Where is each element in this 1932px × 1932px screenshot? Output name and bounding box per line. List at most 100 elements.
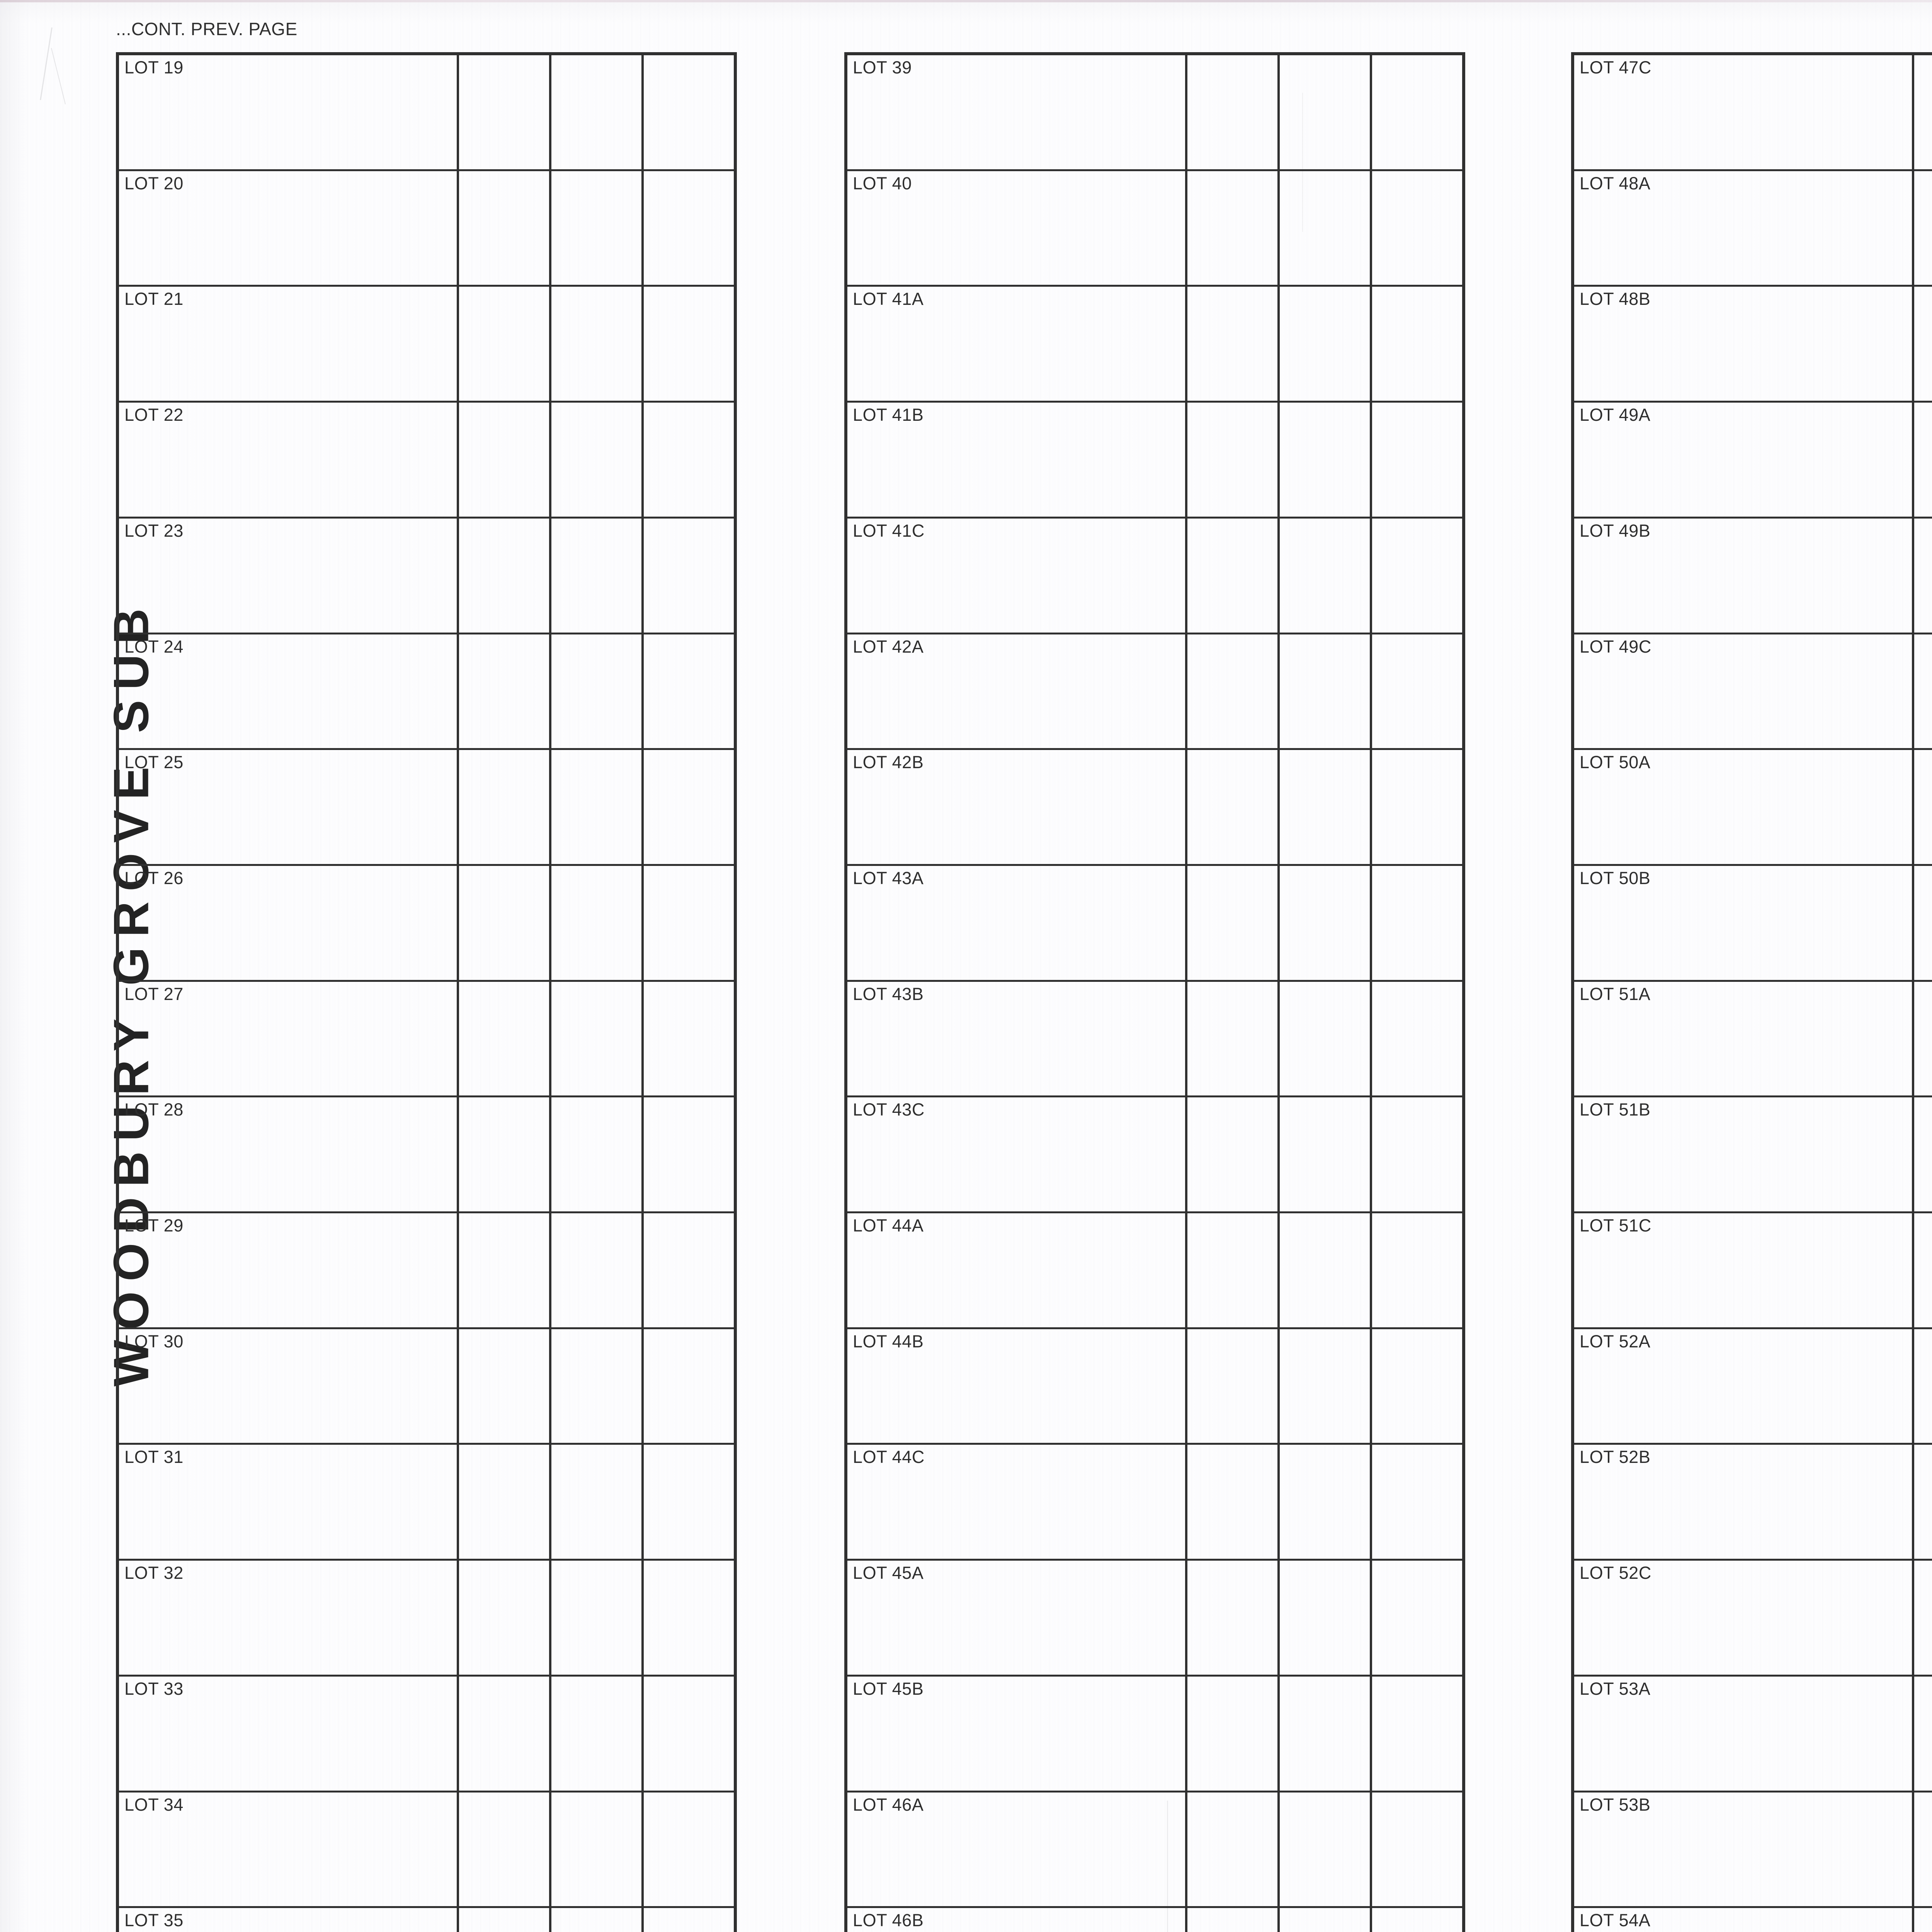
lot-entry-cell[interactable] — [459, 1445, 551, 1559]
lot-entry-cell[interactable] — [459, 750, 551, 864]
lot-entry-cell[interactable] — [1187, 1908, 1280, 1932]
lot-entry-cell[interactable] — [1280, 981, 1372, 1096]
lot-entry-cell[interactable] — [1914, 750, 1932, 864]
lot-entry-cell[interactable] — [551, 1213, 644, 1327]
lot-entry-cell[interactable] — [1914, 55, 1932, 169]
lot-entry-cell[interactable] — [1372, 1329, 1462, 1443]
lot-entry-cell[interactable] — [1372, 750, 1462, 864]
lot-entry-cell[interactable] — [1280, 287, 1372, 401]
lot-entry-cell[interactable] — [1914, 1329, 1932, 1443]
lot-entry-cell[interactable] — [644, 1445, 734, 1559]
lot-entry-cell[interactable] — [551, 518, 644, 633]
lot-entry-cell[interactable] — [459, 1213, 551, 1327]
lot-entry-cell[interactable] — [1914, 1793, 1932, 1906]
lot-entry-cell[interactable] — [459, 981, 551, 1096]
lot-entry-cell[interactable] — [1187, 634, 1280, 748]
lot-entry-cell[interactable] — [1372, 634, 1462, 748]
lot-entry-cell[interactable] — [1280, 1329, 1372, 1443]
lot-entry-cell[interactable] — [459, 1676, 551, 1791]
lot-entry-cell[interactable] — [459, 1097, 551, 1212]
lot-entry-cell[interactable] — [1187, 287, 1280, 401]
lot-entry-cell[interactable] — [1280, 171, 1372, 285]
lot-entry-cell[interactable] — [1372, 866, 1462, 980]
lot-entry-cell[interactable] — [459, 634, 551, 748]
lot-entry-cell[interactable] — [1372, 1908, 1462, 1932]
lot-entry-cell[interactable] — [551, 1676, 644, 1791]
lot-entry-cell[interactable] — [1280, 1097, 1372, 1212]
lot-entry-cell[interactable] — [644, 403, 734, 517]
lot-entry-cell[interactable] — [1914, 171, 1932, 285]
lot-entry-cell[interactable] — [644, 287, 734, 401]
lot-entry-cell[interactable] — [459, 171, 551, 285]
lot-entry-cell[interactable] — [551, 55, 644, 169]
lot-entry-cell[interactable] — [551, 866, 644, 980]
lot-entry-cell[interactable] — [551, 287, 644, 401]
lot-entry-cell[interactable] — [1372, 287, 1462, 401]
lot-entry-cell[interactable] — [1280, 1792, 1372, 1906]
lot-entry-cell[interactable] — [1187, 171, 1280, 285]
lot-entry-cell[interactable] — [459, 1792, 551, 1906]
lot-entry-cell[interactable] — [644, 1213, 734, 1327]
lot-entry-cell[interactable] — [1280, 403, 1372, 517]
lot-entry-cell[interactable] — [1914, 634, 1932, 748]
lot-entry-cell[interactable] — [1914, 1213, 1932, 1327]
lot-entry-cell[interactable] — [1372, 1561, 1462, 1675]
lot-entry-cell[interactable] — [1372, 982, 1462, 1096]
lot-entry-cell[interactable] — [1914, 519, 1932, 633]
lot-entry-cell[interactable] — [551, 750, 644, 864]
lot-entry-cell[interactable] — [1372, 1677, 1462, 1791]
lot-entry-cell[interactable] — [551, 634, 644, 748]
lot-entry-cell[interactable] — [644, 1329, 734, 1443]
lot-entry-cell[interactable] — [644, 1677, 734, 1791]
lot-entry-cell[interactable] — [1187, 1676, 1280, 1791]
lot-entry-cell[interactable] — [459, 1329, 551, 1443]
lot-entry-cell[interactable] — [1187, 1792, 1280, 1906]
lot-entry-cell[interactable] — [1372, 1213, 1462, 1327]
lot-entry-cell[interactable] — [1914, 403, 1932, 517]
lot-entry-cell[interactable] — [1280, 634, 1372, 748]
lot-entry-cell[interactable] — [1280, 1445, 1372, 1559]
lot-entry-cell[interactable] — [1187, 518, 1280, 633]
lot-entry-cell[interactable] — [1914, 982, 1932, 1096]
lot-entry-cell[interactable] — [459, 1908, 551, 1932]
lot-entry-cell[interactable] — [459, 866, 551, 980]
lot-entry-cell[interactable] — [644, 982, 734, 1096]
lot-entry-cell[interactable] — [1372, 1445, 1462, 1559]
lot-entry-cell[interactable] — [1280, 866, 1372, 980]
lot-entry-cell[interactable] — [551, 981, 644, 1096]
lot-entry-cell[interactable] — [1280, 55, 1372, 169]
lot-entry-cell[interactable] — [1187, 1213, 1280, 1327]
lot-entry-cell[interactable] — [644, 1908, 734, 1932]
lot-entry-cell[interactable] — [459, 403, 551, 517]
lot-entry-cell[interactable] — [1187, 55, 1280, 169]
lot-entry-cell[interactable] — [1914, 287, 1932, 401]
lot-entry-cell[interactable] — [1187, 981, 1280, 1096]
lot-entry-cell[interactable] — [644, 634, 734, 748]
lot-entry-cell[interactable] — [1280, 1561, 1372, 1675]
lot-entry-cell[interactable] — [1280, 518, 1372, 633]
lot-entry-cell[interactable] — [1372, 403, 1462, 517]
lot-entry-cell[interactable] — [1187, 750, 1280, 864]
lot-entry-cell[interactable] — [644, 55, 734, 169]
lot-entry-cell[interactable] — [1187, 866, 1280, 980]
lot-entry-cell[interactable] — [1914, 1445, 1932, 1559]
lot-entry-cell[interactable] — [551, 1908, 644, 1932]
lot-entry-cell[interactable] — [1187, 1329, 1280, 1443]
lot-entry-cell[interactable] — [1914, 866, 1932, 980]
lot-entry-cell[interactable] — [644, 1097, 734, 1211]
lot-entry-cell[interactable] — [1280, 1908, 1372, 1932]
lot-entry-cell[interactable] — [1914, 1908, 1932, 1932]
lot-entry-cell[interactable] — [1914, 1097, 1932, 1211]
lot-entry-cell[interactable] — [551, 1445, 644, 1559]
lot-entry-cell[interactable] — [1280, 1213, 1372, 1327]
lot-entry-cell[interactable] — [644, 171, 734, 285]
lot-entry-cell[interactable] — [644, 519, 734, 633]
lot-entry-cell[interactable] — [459, 1561, 551, 1675]
lot-entry-cell[interactable] — [551, 1329, 644, 1443]
lot-entry-cell[interactable] — [551, 1561, 644, 1675]
lot-entry-cell[interactable] — [1187, 1097, 1280, 1212]
lot-entry-cell[interactable] — [551, 1097, 644, 1212]
lot-entry-cell[interactable] — [551, 171, 644, 285]
lot-entry-cell[interactable] — [1372, 171, 1462, 285]
lot-entry-cell[interactable] — [1187, 1445, 1280, 1559]
